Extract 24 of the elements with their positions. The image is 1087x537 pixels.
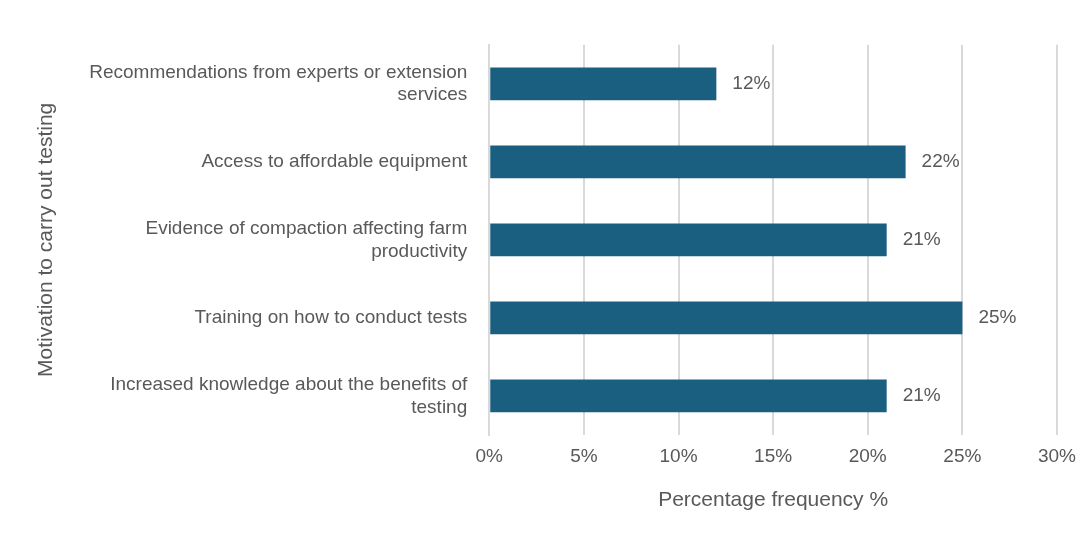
y-tick-label: Recommendations from experts or extension services	[89, 60, 468, 105]
data-label: 21%	[902, 384, 941, 406]
y-tick-label: Access to affordable equipment	[201, 150, 468, 172]
data-label: 22%	[921, 150, 960, 172]
bar	[490, 379, 887, 413]
x-tick-label: 10%	[659, 444, 698, 466]
x-tick-label: 30%	[1037, 444, 1077, 466]
data-label: 21%	[902, 228, 941, 250]
x-tick-label: 0%	[475, 444, 504, 466]
bar	[490, 145, 906, 179]
data-label: 25%	[978, 306, 1017, 328]
x-tick-label: 15%	[754, 444, 793, 466]
bar	[490, 223, 887, 257]
y-tick-label: Increased knowledge about the benefits of testing	[110, 372, 468, 417]
x-tick-label: 25%	[943, 444, 982, 466]
x-axis-title: Percentage frequency %	[658, 487, 889, 511]
x-tick-label: 20%	[848, 444, 887, 466]
y-tick-label: Training on how to conduct tests	[194, 306, 468, 328]
bar	[490, 67, 717, 101]
y-axis-title: Motivation to carry out testing	[33, 102, 57, 378]
x-tick-label: 5%	[570, 444, 598, 466]
data-label: 12%	[732, 72, 771, 94]
bar	[490, 301, 963, 335]
y-tick-label: Evidence of compaction affecting farm productivity	[145, 216, 468, 261]
